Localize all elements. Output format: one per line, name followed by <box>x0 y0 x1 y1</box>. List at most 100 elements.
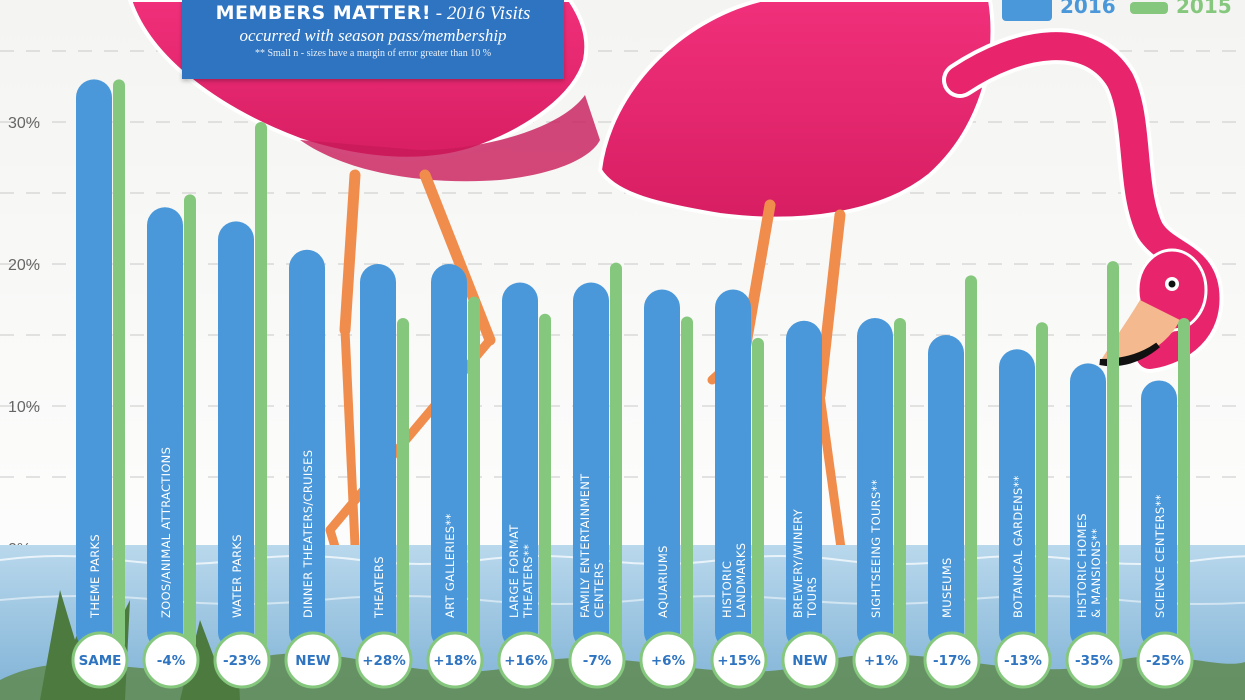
bar-2015 <box>752 337 764 650</box>
bar-2016 <box>76 79 112 650</box>
category-label-line: SIGHTSEEING TOURS** <box>869 479 883 618</box>
bar-2015 <box>468 296 480 650</box>
bar-2016 <box>644 289 680 650</box>
title-line-1: MEMBERS MATTER! - 2016 Visits <box>182 2 564 25</box>
category-label-line: BOTANICAL GARDENS** <box>1011 475 1025 618</box>
bar-2015 <box>397 317 409 650</box>
change-badge-label: NEW <box>295 653 331 669</box>
legend-2015: 2015 <box>1130 0 1232 18</box>
change-badge-label: SAME <box>79 653 122 669</box>
y-tick-label: 10% <box>8 399 40 416</box>
category-label-line: FAMILY ENTERTAINMENT <box>578 473 592 618</box>
bar-2016 <box>360 264 396 650</box>
bar-2016 <box>999 349 1035 650</box>
category-label-line: ZOOS/ANIMAL ATTRACTIONS <box>159 447 173 618</box>
bar-2016 <box>289 249 325 651</box>
legend-2015-label: 2015 <box>1176 0 1232 18</box>
category-label: SIGHTSEEING TOURS** <box>869 479 883 618</box>
change-badge-circle <box>994 631 1052 689</box>
category-label: BOTANICAL GARDENS** <box>1011 475 1025 618</box>
category-label: AQUARIUMS <box>656 545 670 618</box>
category-label-line: HISTORIC <box>720 561 734 618</box>
category-label-line: BREWERY/WINERY <box>791 508 805 618</box>
category-label: HISTORICLANDMARKS <box>720 543 748 618</box>
bar-2016 <box>786 320 822 650</box>
title-box: MEMBERS MATTER! - 2016 Visits occurred w… <box>182 0 564 79</box>
change-badge-circle <box>142 631 200 689</box>
category-label: WATER PARKS <box>230 534 244 618</box>
change-badge-label: -17% <box>933 653 971 669</box>
change-badge-label: +6% <box>651 653 686 669</box>
legend-2015-swatch <box>1130 1 1168 14</box>
category-label-line: MUSEUMS <box>940 557 954 618</box>
change-badge-label: +28% <box>362 653 406 669</box>
bar-2016 <box>857 317 893 650</box>
bar-2015 <box>1107 261 1119 650</box>
change-badge-label: +18% <box>433 653 477 669</box>
category-label: FAMILY ENTERTAINMENTCENTERS <box>578 473 606 618</box>
category-label-line: HISTORIC HOMES <box>1075 513 1089 618</box>
category-label: MUSEUMS <box>940 557 954 618</box>
change-badge-circle <box>639 631 697 689</box>
category-label-line: THEATERS <box>372 556 386 619</box>
change-badge-label: +16% <box>504 653 548 669</box>
change-badges: SAME -4% -23% NEW +28% +18% +16% -7% +6% +15% NEW +… <box>71 631 1194 689</box>
category-label: DINNER THEATERS/CRUISES <box>301 450 315 618</box>
bar-2016 <box>715 289 751 650</box>
bar-2015 <box>1036 322 1048 650</box>
bar-2016 <box>502 282 538 650</box>
category-label-line: CENTERS <box>592 562 606 618</box>
category-label: HISTORIC HOMES& MANSIONS** <box>1075 513 1103 618</box>
category-label: THEME PARKS <box>88 534 102 619</box>
flamingo-right-illustration <box>597 0 1224 655</box>
category-label-line: SCIENCE CENTERS** <box>1153 494 1167 618</box>
category-label-line: WATER PARKS <box>230 534 244 618</box>
legend-2016: 2016 <box>1002 0 1116 21</box>
y-tick-label: 20% <box>8 257 40 274</box>
bar-2015 <box>610 262 622 650</box>
bar-2016 <box>1141 380 1177 650</box>
change-badge-circle <box>923 631 981 689</box>
bar-2015 <box>184 194 196 651</box>
bar-2016 <box>218 221 254 650</box>
bar-2016 <box>928 335 964 650</box>
legend-2016-label: 2016 <box>1060 0 1116 18</box>
category-label-line: & MANSIONS** <box>1089 528 1103 618</box>
bar-2015 <box>113 79 125 650</box>
change-badge-circle <box>213 631 271 689</box>
change-badge-label: -7% <box>583 653 612 669</box>
category-label: ZOOS/ANIMAL ATTRACTIONS <box>159 447 173 618</box>
category-label-line: THEME PARKS <box>88 534 102 619</box>
bar-2015 <box>1178 317 1190 650</box>
change-badge-label: -35% <box>1075 653 1113 669</box>
bar-2015 <box>255 122 267 650</box>
change-badge-label: -13% <box>1004 653 1042 669</box>
title-emphasis: 2016 Visits <box>446 3 531 24</box>
category-label-line: AQUARIUMS <box>656 545 670 618</box>
change-badge-label: +15% <box>717 653 761 669</box>
bar-2015 <box>539 313 551 650</box>
change-badge-circle <box>710 631 768 689</box>
change-badge-circle <box>426 631 484 689</box>
bar-2015 <box>965 275 977 650</box>
bar-2015 <box>681 316 693 650</box>
legend-2016-swatch <box>1002 0 1052 21</box>
change-badge-circle <box>355 631 413 689</box>
category-label: SCIENCE CENTERS** <box>1153 494 1167 618</box>
bar-2016 <box>147 207 183 650</box>
y-tick-label: 30% <box>8 115 40 132</box>
title-line-2: occurred with season pass/membership <box>239 26 507 45</box>
change-badge-circle <box>71 631 129 689</box>
change-badge-label: -25% <box>1146 653 1184 669</box>
category-label-line: LANDMARKS <box>734 543 748 618</box>
title-separator: - <box>431 3 447 24</box>
change-badge-label: +1% <box>864 653 899 669</box>
bar-2016 <box>431 264 467 650</box>
category-label: BREWERY/WINERYTOURS <box>791 508 819 619</box>
bar-2015 <box>894 317 906 650</box>
bars <box>76 79 1190 651</box>
change-badge-circle <box>284 631 342 689</box>
change-badge-circle <box>781 631 839 689</box>
